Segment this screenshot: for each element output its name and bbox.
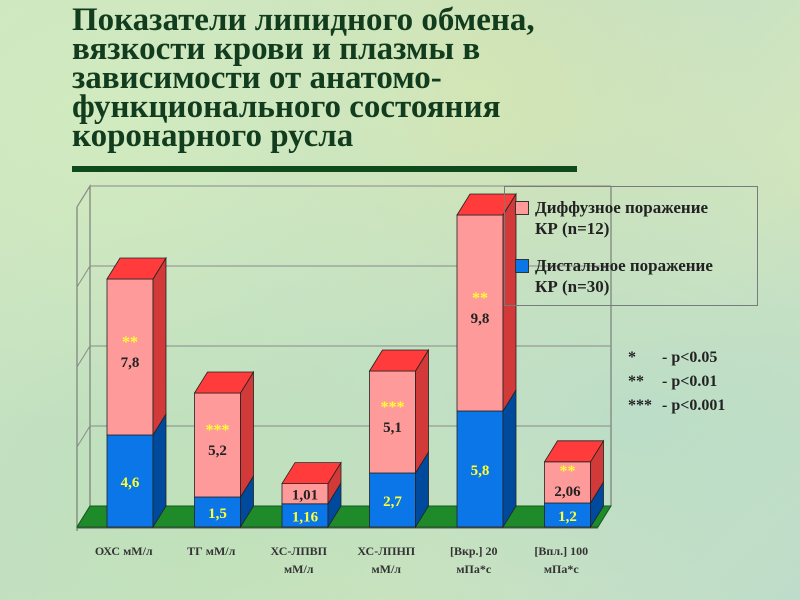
significance-row: * - p<0.05 [628,346,725,370]
significance-mark: *** [381,399,405,416]
x-tick-label: [Впл.] 100 [534,544,588,558]
significance-row: ** - p<0.01 [628,370,725,394]
bar-side-diffuse [152,256,167,437]
bar-top-diffuse [368,349,430,372]
x-tick-label: ХС-ЛПНП [357,544,415,558]
bar-top-diffuse [193,371,255,394]
significance-stars: * [628,349,636,366]
significance-mark: ** [472,290,488,307]
legend-swatch-distal [515,259,529,273]
x-tick-label: мМ/л [284,562,314,576]
data-label-distal: 4,6 [121,475,140,491]
title-line-4: функционального состояния [72,89,501,125]
data-label-distal: 2,7 [383,494,402,510]
legend-label-diffuse-line1: Диффузное поражение [535,198,709,217]
bar-segment-distal [456,410,504,528]
x-tick-label: ОХС мМ/л [95,544,153,558]
data-label-diffuse: 5,2 [208,443,227,459]
bar-top-diffuse [281,462,342,485]
significance-row: *** - p<0.001 [628,394,725,418]
significance-text: - p<0.01 [662,373,718,390]
x-tick-label: ХС-ЛПВП [271,544,328,558]
significance-notes: * - p<0.05 ** - p<0.01 *** - p<0.001 [628,346,725,418]
significance-stars: ** [628,373,644,390]
x-tick-label: мМ/л [371,562,401,576]
x-tick-label: [Вкр.] 20 [450,544,498,558]
x-tick-label: мПа*с [544,562,580,576]
bar-side-diffuse [240,370,254,499]
data-label-diffuse: 2,06 [554,484,581,500]
data-label-diffuse: 5,1 [383,420,402,436]
bar-top-diffuse [456,193,517,216]
significance-stars: *** [628,397,652,414]
slide-title: Показатели липидного обмена, вязкости кр… [72,2,672,154]
bar-side-distal [502,388,517,529]
gridline [76,185,611,208]
title-underline [72,166,577,172]
legend-label-distal-line2: КР (n=30) [535,277,610,296]
bar-top-diffuse [106,257,167,280]
bar-top-diffuse [543,440,605,463]
legend-item-distal: Дистальное поражение КР (n=30) [515,255,713,297]
legend-label-diffuse-line2: КР (n=12) [535,219,610,238]
significance-mark: ** [560,463,576,480]
significance-text: - p<0.05 [662,349,718,366]
gridline [76,425,611,448]
significance-text: - p<0.001 [662,397,726,414]
data-label-distal: 1,2 [558,509,577,525]
title-line-3: зависимости от анатомо- [72,60,442,96]
legend-label-distal-line1: Дистальное поражение [535,256,713,275]
data-label-diffuse: 7,8 [121,355,140,371]
title-line-5: коронарного русла [72,118,354,154]
significance-mark: ** [122,334,138,351]
legend-swatch-diffuse [515,201,529,215]
data-label-diffuse: 1,01 [292,488,318,504]
chart-legend: Диффузное поражение КР (n=12) Дистальное… [504,186,758,306]
title-line-1: Показатели липидного обмена, [72,2,535,38]
bar-segment-distal [369,472,416,528]
data-label-distal: 5,8 [471,463,490,479]
x-tick-label: мПа*с [456,562,492,576]
title-line-2: вязкости крови и плазмы в [72,31,481,67]
data-label-distal: 1,16 [292,509,319,525]
gridline [76,345,611,368]
bar-segment-diffuse [456,214,504,412]
x-tick-label: ТГ мМ/л [187,544,235,558]
legend-item-diffuse: Диффузное поражение КР (n=12) [515,197,708,239]
gridline [76,265,611,288]
data-label-distal: 1,5 [208,506,227,522]
data-label-diffuse: 9,8 [471,311,490,327]
bar-segment-distal [194,496,241,528]
significance-mark: *** [206,422,230,439]
